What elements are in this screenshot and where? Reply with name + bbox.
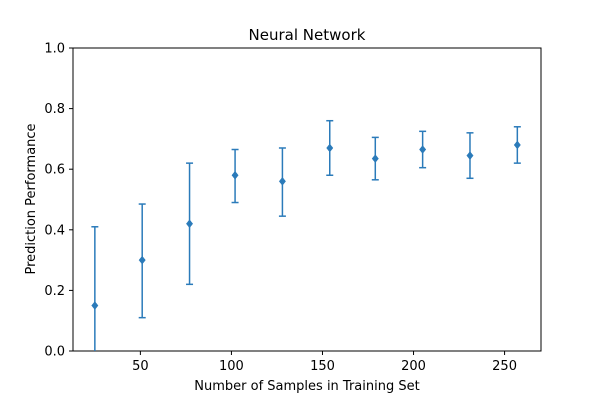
x-tick-label: 100: [219, 359, 244, 374]
data-point: [91, 301, 99, 310]
data-point: [466, 151, 474, 160]
x-tick-label: 150: [310, 359, 335, 374]
y-tick-label: 1.0: [44, 42, 65, 57]
x-axis-label: Number of Samples in Training Set: [194, 379, 419, 394]
data-point: [231, 170, 239, 180]
data-point: [186, 219, 194, 229]
series-marks: [91, 119, 521, 351]
plot-area: 50 100 150 200 250 0.0 0.2 0.4 0.6 0.8 1.0: [44, 42, 542, 374]
data-point: [513, 140, 521, 150]
x-tick-label: 200: [401, 359, 426, 374]
y-axis-label: Prediction Performance: [24, 123, 39, 274]
data-point: [138, 255, 146, 265]
data-point: [419, 145, 427, 154]
y-tick-label: 0.2: [44, 284, 65, 299]
data-point: [326, 143, 334, 153]
x-tick-label: 50: [132, 359, 149, 374]
x-tick-label: 250: [492, 359, 517, 374]
y-tick-label: 0.0: [44, 345, 65, 360]
chart-title: Neural Network: [249, 26, 366, 44]
y-tick-label: 0.4: [44, 223, 65, 238]
y-tick-label: 0.6: [44, 163, 65, 178]
data-point: [371, 154, 379, 163]
axes-frame: [72, 47, 542, 352]
data-point: [278, 176, 286, 186]
y-tick-label: 0.8: [44, 102, 65, 117]
